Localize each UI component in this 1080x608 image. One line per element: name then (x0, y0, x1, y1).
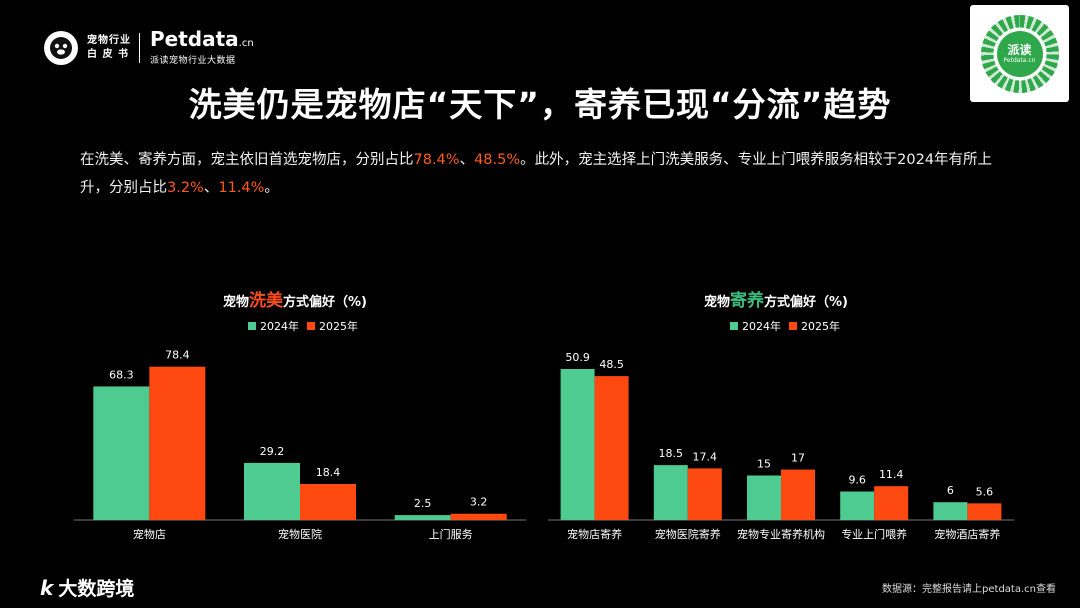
category-label: 宠物医院寄养 (655, 527, 721, 541)
data-label: 5.6 (976, 485, 994, 498)
category-label: 宠物酒店寄养 (934, 527, 1000, 541)
bar-2025年-宠物专业寄养机构 (781, 469, 815, 520)
data-label: 78.4 (165, 349, 190, 362)
bar-2024年-上门服务 (394, 515, 451, 520)
legend-swatch-2025 (789, 322, 797, 330)
petdata-brand: Petdata.cn 派读宠物行业大数据 (150, 27, 254, 66)
category-label: 上门服务 (429, 527, 473, 541)
data-label: 6 (947, 484, 954, 497)
category-label: 专业上门喂养 (841, 527, 907, 541)
data-label: 68.3 (109, 368, 134, 381)
category-label: 宠物专业寄养机构 (737, 527, 825, 541)
footer-logo-icon: k (40, 575, 53, 600)
whitepaper-label: 宠物行业 白 皮 书 (87, 34, 131, 60)
brand-logo: 宠物行业 白 皮 书 Petdata.cn 派读宠物行业大数据 (44, 28, 254, 67)
highlight-value: 78.4% (413, 152, 460, 168)
data-label: 17 (791, 452, 805, 465)
logo-divider (139, 32, 140, 63)
bar-2025年-宠物店寄养 (594, 376, 629, 520)
highlight-value: 3.2% (167, 180, 204, 196)
legend-swatch-2025 (307, 322, 315, 330)
data-label: 18.5 (659, 447, 684, 460)
bar-2024年-宠物酒店寄养 (933, 502, 968, 520)
category-label: 宠物店 (133, 527, 166, 541)
bar-2024年-宠物店 (93, 386, 150, 520)
data-label: 29.2 (260, 445, 285, 458)
data-label: 2.5 (414, 497, 432, 510)
data-label: 3.2 (470, 496, 488, 509)
data-label: 48.5 (599, 358, 624, 371)
bar-2024年-宠物医院寄养 (653, 465, 688, 520)
bar-2025年-宠物酒店寄养 (967, 503, 1002, 520)
data-label: 50.9 (565, 351, 590, 364)
legend-swatch-2024 (730, 322, 738, 330)
qr-code: 派读 Petdata.cn (970, 5, 1069, 102)
data-label: 17.4 (693, 450, 718, 463)
bar-2024年-宠物店寄养 (560, 368, 595, 520)
legend-swatch-2024 (248, 322, 256, 330)
grooming-bar-chart: 68.3 78.4 宠物店 29.2 18.4 宠物医院 2.5 3.2 上门服务 (74, 349, 526, 541)
highlight-value: 48.5% (474, 152, 521, 168)
highlight-value: 11.4% (218, 180, 265, 196)
data-source: 数据源：完整报告请上petdata.cn查看 (882, 584, 1056, 595)
page-title: 洗美仍是宠物店“天下”，寄养已现“分流”趋势 (188, 85, 892, 124)
boarding-bar-chart: 50.9 48.5 宠物店寄养 18.5 17.4 宠物医院寄养 15 17 宠物专业寄养机构 9… (548, 351, 1014, 541)
bar-2025年-宠物医院 (300, 484, 356, 520)
legend-grooming: 2024年 2025年 (248, 318, 366, 334)
bar-2025年-宠物店 (149, 366, 206, 520)
summary-text: 在洗美、寄养方面，宠主依旧首选宠物店，分别占比78.4%、48.5%。此外，宠主… (80, 152, 993, 196)
bar-2025年-宠物医院寄养 (687, 468, 722, 520)
category-label: 宠物店寄养 (567, 527, 622, 541)
data-label: 9.6 (848, 474, 866, 487)
category-label: 宠物医院 (278, 527, 322, 541)
legend-boarding: 2024年 2025年 (730, 318, 848, 334)
data-label: 18.4 (316, 466, 341, 479)
chart-title-grooming: 宠物洗美方式偏好（%) (223, 291, 367, 311)
data-label: 11.4 (879, 468, 904, 481)
data-label: 15 (757, 458, 771, 471)
pet-logo-icon (44, 30, 78, 65)
bar-2025年-专业上门喂养 (874, 486, 909, 520)
footer-logo: k 大数跨境 (40, 575, 135, 601)
bar-2024年-宠物医院 (244, 462, 300, 520)
bar-2025年-上门服务 (450, 513, 507, 520)
bar-2024年-宠物专业寄养机构 (747, 475, 781, 520)
chart-title-boarding: 宠物寄养方式偏好（%) (704, 291, 848, 311)
bar-2024年-专业上门喂养 (840, 491, 875, 520)
